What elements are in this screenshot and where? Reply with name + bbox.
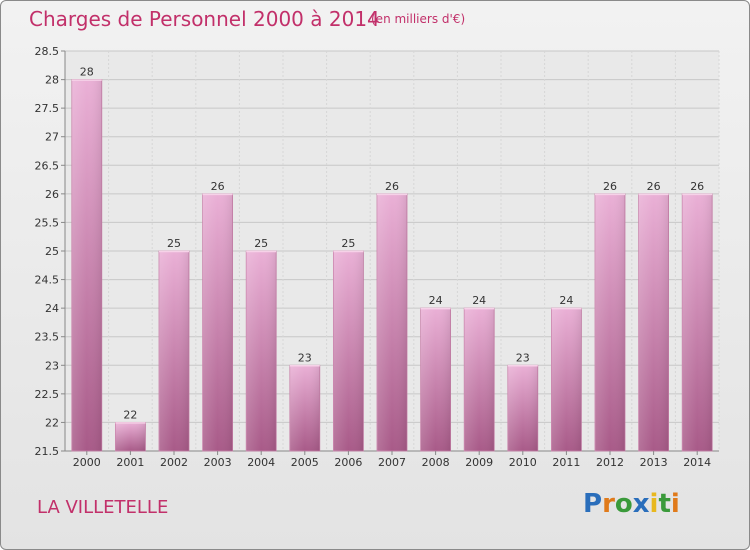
data-label: 28 (80, 66, 94, 79)
y-tick-label: 21.5 (35, 445, 60, 458)
data-label: 26 (385, 180, 399, 193)
logo-letter: i (670, 489, 680, 519)
bar-shading (377, 193, 407, 451)
logo-letter: t (658, 489, 671, 519)
commune-name: LA VILLETELLE (37, 497, 169, 518)
data-label: 25 (341, 237, 355, 250)
logo-letter: x (632, 489, 650, 519)
data-label: 25 (167, 237, 181, 250)
bar-shading (159, 251, 189, 451)
x-tick-label: 2014 (683, 456, 711, 469)
logo-letter: P (583, 489, 603, 519)
x-tick-label: 2006 (334, 456, 362, 469)
data-label: 26 (690, 180, 704, 193)
logo-letter: i (649, 489, 659, 519)
chart-title: Charges de Personnel 2000 à 2014 (29, 7, 380, 31)
data-label: 23 (298, 351, 312, 364)
x-tick-label: 2013 (640, 456, 668, 469)
proxiti-logo[interactable]: Proxiti (583, 489, 680, 519)
data-label: 26 (647, 180, 661, 193)
bar-shading (638, 193, 669, 451)
x-axis: 2000 2001 2002 2003 2004 2005 2006 2007 2008 2009… (73, 451, 711, 469)
bar-shading (420, 308, 451, 451)
data-label: 24 (472, 294, 486, 307)
y-tick-label: 22 (45, 416, 59, 429)
bar-shading (595, 193, 625, 451)
y-tick-label: 27 (45, 131, 59, 144)
x-tick-label: 2009 (465, 456, 493, 469)
x-tick-label: 2007 (378, 456, 406, 469)
y-tick-label: 26.5 (35, 159, 60, 172)
bar-shading (246, 251, 277, 451)
data-label: 26 (211, 180, 225, 193)
bar-shading (464, 308, 495, 451)
bar-shading (71, 79, 102, 452)
bar-shading (115, 422, 146, 451)
data-label: 26 (603, 180, 617, 193)
y-tick-label: 24.5 (35, 274, 60, 287)
y-tick-label: 23.5 (35, 331, 60, 344)
bar-shading (507, 365, 538, 451)
x-tick-label: 2010 (509, 456, 537, 469)
y-tick-label: 25 (45, 245, 59, 258)
data-label: 24 (429, 294, 443, 307)
bar-shading (333, 251, 364, 451)
y-tick-label: 28 (45, 74, 59, 87)
x-tick-label: 2008 (422, 456, 450, 469)
bar-shading (682, 193, 713, 451)
bar-shading (551, 308, 582, 451)
bar-shading (289, 365, 320, 451)
data-label: 25 (254, 237, 268, 250)
y-tick-label: 24 (45, 302, 59, 315)
logo-letter: o (614, 489, 633, 519)
y-tick-label: 25.5 (35, 216, 60, 229)
data-label: 22 (123, 408, 137, 421)
data-label: 23 (516, 351, 530, 364)
y-tick-label: 23 (45, 359, 59, 372)
x-tick-label: 2003 (204, 456, 232, 469)
x-tick-label: 2002 (160, 456, 188, 469)
y-tick-label: 28.5 (35, 45, 60, 58)
x-tick-label: 2000 (73, 456, 101, 469)
data-label: 24 (559, 294, 573, 307)
x-tick-label: 2012 (596, 456, 624, 469)
y-tick-label: 26 (45, 188, 59, 201)
bars: 28 22 25 26 25 23 25 26 24 24 23 24 26 26 26 (71, 66, 713, 452)
bar-shading (202, 193, 233, 451)
chart-subtitle: (en milliers d'€) (371, 12, 466, 26)
logo-letter: r (602, 489, 615, 519)
x-tick-label: 2004 (247, 456, 275, 469)
x-tick-label: 2011 (552, 456, 580, 469)
y-tick-label: 22.5 (35, 388, 60, 401)
x-tick-label: 2001 (116, 456, 144, 469)
x-tick-label: 2005 (291, 456, 319, 469)
y-tick-label: 27.5 (35, 102, 60, 115)
